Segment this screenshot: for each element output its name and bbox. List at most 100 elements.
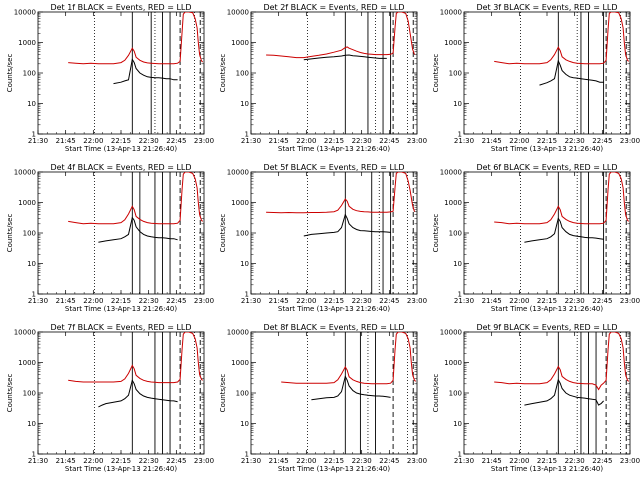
x-tick-label: 22:30 [139, 457, 159, 465]
x-axis-label: Start Time (13-Apr-13 21:26:40) [65, 145, 177, 153]
y-tick-label: 10 [453, 100, 462, 108]
y-tick-label: 100 [23, 390, 36, 398]
plot-area [68, 172, 204, 294]
events-series-line [524, 217, 604, 243]
plot-frame [37, 11, 205, 135]
y-tick-label: 1000 [18, 199, 36, 207]
x-tick-label: 22:15 [111, 137, 131, 145]
y-tick-label: 1000 [444, 359, 462, 367]
y-tick-label: 100 [449, 390, 462, 398]
x-tick-label: 22:00 [509, 137, 529, 145]
x-axis-label: Start Time (13-Apr-13 21:26:40) [278, 145, 390, 153]
x-tick-label: 22:45 [379, 457, 399, 465]
y-tick-label: 10 [27, 420, 36, 428]
chart-panel-7: Det 7f BLACK = Events, RED = LLD 1 10 100 10… [6, 323, 214, 473]
x-tick-label: 22:15 [324, 137, 344, 145]
x-tick-label: 21:30 [454, 457, 474, 465]
y-axis-label: Counts/sec [432, 54, 440, 93]
x-tick-label: 21:45 [56, 457, 76, 465]
y-tick-label: 1 [245, 131, 249, 139]
events-series-line [113, 58, 178, 85]
chart-title: Det 9f BLACK = Events, RED = LLD [476, 323, 617, 332]
x-axis-label: Start Time (13-Apr-13 21:26:40) [65, 305, 177, 313]
x-tick-label: 22:15 [111, 297, 131, 305]
y-tick-label: 100 [236, 390, 249, 398]
y-tick-label: 1 [32, 451, 36, 459]
y-axis-label: Counts/sec [6, 374, 14, 413]
x-tick-label: 22:45 [379, 137, 399, 145]
y-tick-label: 10000 [440, 9, 462, 17]
x-tick-label: 22:45 [592, 297, 612, 305]
x-tick-label: 22:15 [324, 297, 344, 305]
plot-area [494, 12, 630, 134]
plot-area [68, 332, 203, 454]
lld-series-line [68, 12, 204, 65]
y-axis-label: Counts/sec [432, 214, 440, 253]
x-tick-label: 22:45 [166, 457, 186, 465]
plot-area [494, 172, 630, 294]
y-tick-label: 100 [23, 70, 36, 78]
x-tick-label: 21:45 [56, 137, 76, 145]
x-tick-label: 22:15 [537, 457, 557, 465]
y-tick-label: 1000 [18, 39, 36, 47]
y-tick-label: 10000 [14, 169, 36, 177]
x-tick-label: 22:00 [296, 457, 316, 465]
x-tick-label: 22:30 [139, 297, 159, 305]
x-tick-label: 23:00 [407, 137, 427, 145]
y-tick-label: 1 [458, 291, 462, 299]
plot-frame [37, 331, 205, 455]
x-tick-label: 22:15 [111, 457, 131, 465]
y-tick-label: 10000 [227, 169, 249, 177]
x-tick-label: 22:00 [83, 137, 103, 145]
chart-title: Det 1f BLACK = Events, RED = LLD [50, 3, 191, 12]
x-tick-label: 22:00 [509, 297, 529, 305]
chart-panel-5: Det 5f BLACK = Events, RED = LLD 1 10 100 10… [219, 163, 427, 313]
chart-panel-1: Det 1f BLACK = Events, RED = LLD 1 10 100 10… [6, 3, 214, 153]
y-tick-label: 10000 [14, 329, 36, 337]
x-tick-label: 22:45 [592, 457, 612, 465]
y-tick-label: 10 [27, 260, 36, 268]
y-tick-label: 100 [236, 230, 249, 238]
y-tick-label: 10 [240, 420, 249, 428]
y-tick-label: 1000 [444, 39, 462, 47]
lld-series-line [494, 172, 630, 225]
x-tick-label: 22:30 [352, 137, 372, 145]
x-tick-label: 22:45 [166, 137, 186, 145]
events-series-line [539, 59, 604, 86]
y-axis-label: Counts/sec [6, 214, 14, 253]
plot-frame [463, 171, 631, 295]
x-tick-label: 22:15 [324, 457, 344, 465]
y-tick-label: 1 [32, 291, 36, 299]
x-tick-label: 23:00 [194, 457, 214, 465]
x-tick-label: 21:45 [56, 297, 76, 305]
y-tick-label: 10000 [440, 169, 462, 177]
y-tick-label: 1 [458, 451, 462, 459]
x-tick-label: 23:00 [194, 297, 214, 305]
x-tick-label: 23:00 [407, 297, 427, 305]
y-tick-label: 1000 [231, 359, 249, 367]
lld-series-line [494, 12, 630, 65]
plot-frame [463, 11, 631, 135]
y-tick-label: 1000 [231, 199, 249, 207]
plot-area [266, 12, 415, 134]
x-tick-label: 22:00 [83, 297, 103, 305]
x-tick-label: 21:30 [28, 137, 48, 145]
x-tick-label: 22:15 [537, 297, 557, 305]
events-series-line [98, 216, 178, 243]
y-tick-label: 10 [240, 100, 249, 108]
y-tick-label: 1000 [231, 39, 249, 47]
y-tick-label: 1 [458, 131, 462, 139]
events-series-line [303, 54, 387, 61]
x-tick-label: 23:00 [620, 137, 640, 145]
y-tick-label: 1000 [18, 359, 36, 367]
y-axis-label: Counts/sec [6, 54, 14, 93]
x-tick-label: 21:45 [269, 137, 289, 145]
x-tick-label: 22:30 [565, 457, 585, 465]
y-tick-label: 100 [449, 70, 462, 78]
lld-series-line [266, 12, 415, 59]
plot-frame [37, 171, 205, 295]
x-tick-label: 21:45 [482, 297, 502, 305]
y-axis-label: Counts/sec [219, 214, 227, 253]
x-tick-label: 23:00 [620, 297, 640, 305]
chart-panel-3: Det 3f BLACK = Events, RED = LLD 1 10 100 10… [432, 3, 640, 153]
